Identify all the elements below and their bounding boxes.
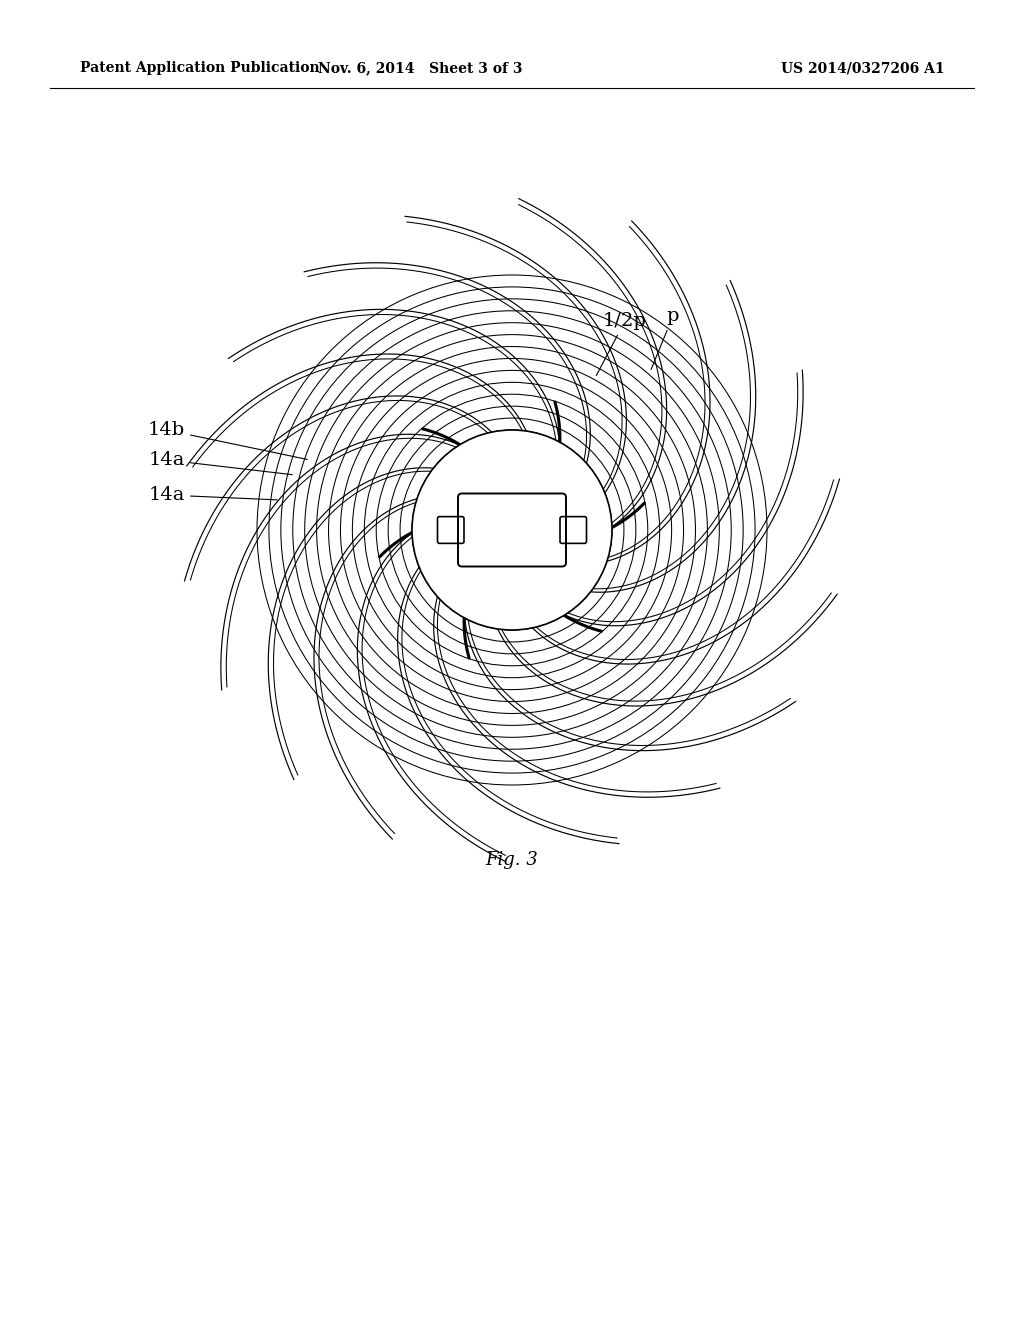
Text: Patent Application Publication: Patent Application Publication [80, 61, 319, 75]
Text: Nov. 6, 2014   Sheet 3 of 3: Nov. 6, 2014 Sheet 3 of 3 [317, 61, 522, 75]
Text: 14a: 14a [148, 451, 292, 475]
Text: 14a: 14a [148, 486, 278, 504]
Text: US 2014/0327206 A1: US 2014/0327206 A1 [781, 61, 945, 75]
Text: 1/2p: 1/2p [596, 312, 647, 376]
Circle shape [412, 430, 612, 630]
Text: p: p [651, 308, 679, 370]
Text: Fig. 3: Fig. 3 [485, 851, 539, 869]
Text: 14b: 14b [147, 421, 307, 459]
